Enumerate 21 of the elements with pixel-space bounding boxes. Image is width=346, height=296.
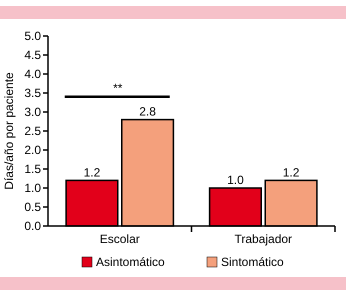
y-axis-title: Días/año por paciente [2, 72, 16, 190]
x-tick-label: Escolar [100, 232, 140, 246]
legend-label: Sintomático [221, 255, 284, 269]
data-label: 1.0 [227, 173, 244, 187]
y-tick-label: 4.0 [24, 67, 42, 81]
y-tick-label: 0.5 [24, 200, 42, 214]
y-tick-label: 3.5 [24, 86, 42, 100]
y-tick-label: 0.0 [24, 219, 42, 233]
y-tick-label: 4.5 [24, 48, 42, 62]
data-label: 2.8 [139, 104, 156, 119]
y-tick-label: 1.5 [24, 162, 42, 176]
y-tick-label: 3.0 [24, 105, 42, 119]
data-label: 1.2 [282, 165, 300, 180]
legend-label: Asintomático [96, 255, 166, 269]
x-tick-label: Trabajador [234, 232, 292, 246]
annotation: ** [113, 80, 123, 95]
data-label: 1.2 [84, 165, 101, 180]
y-tick-label: 2.0 [24, 143, 42, 157]
y-tick-label: 2.5 [24, 124, 42, 138]
y-tick-label: 5.0 [24, 29, 42, 43]
y-tick-label: 1.0 [24, 181, 42, 195]
